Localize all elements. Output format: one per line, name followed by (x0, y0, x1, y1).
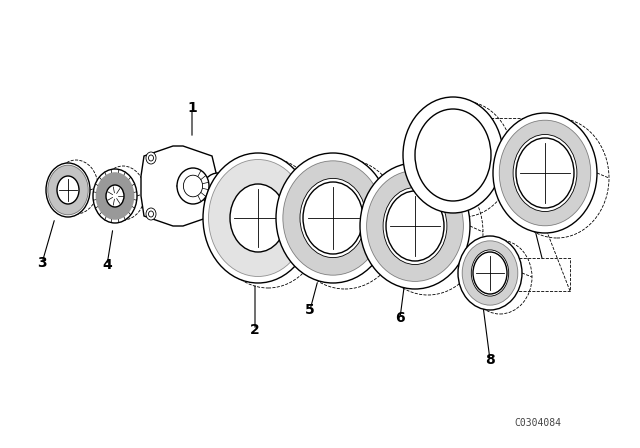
Text: 6: 6 (395, 311, 405, 325)
Text: 3: 3 (37, 256, 47, 270)
Text: 8: 8 (485, 353, 495, 367)
Ellipse shape (513, 134, 577, 211)
Text: 2: 2 (250, 323, 260, 337)
Ellipse shape (415, 109, 491, 201)
Ellipse shape (471, 250, 509, 296)
Ellipse shape (209, 159, 307, 276)
Ellipse shape (48, 165, 88, 215)
Text: 7: 7 (540, 263, 550, 277)
Text: 1: 1 (187, 101, 197, 115)
Ellipse shape (403, 97, 503, 213)
Ellipse shape (383, 188, 447, 264)
Text: C0304084: C0304084 (514, 418, 561, 428)
Ellipse shape (300, 178, 366, 258)
Ellipse shape (462, 241, 518, 305)
Ellipse shape (106, 185, 124, 207)
Polygon shape (470, 258, 570, 291)
Ellipse shape (499, 120, 591, 226)
Ellipse shape (367, 171, 463, 281)
Ellipse shape (46, 163, 90, 217)
Ellipse shape (386, 191, 444, 261)
Text: 9: 9 (435, 179, 445, 193)
Ellipse shape (177, 168, 209, 204)
Polygon shape (141, 146, 218, 226)
Ellipse shape (93, 169, 137, 223)
Ellipse shape (360, 163, 470, 289)
Ellipse shape (95, 172, 134, 220)
Ellipse shape (493, 113, 597, 233)
Text: 4: 4 (102, 258, 112, 272)
Ellipse shape (200, 180, 210, 192)
Ellipse shape (146, 152, 156, 164)
Polygon shape (420, 118, 530, 188)
Ellipse shape (57, 176, 79, 204)
Ellipse shape (458, 236, 522, 310)
Ellipse shape (283, 161, 383, 275)
Ellipse shape (276, 153, 390, 283)
Ellipse shape (303, 182, 363, 254)
Ellipse shape (473, 252, 507, 294)
Text: 5: 5 (305, 303, 315, 317)
Ellipse shape (202, 173, 234, 209)
Ellipse shape (146, 208, 156, 220)
Ellipse shape (203, 153, 313, 283)
Ellipse shape (230, 184, 286, 252)
Ellipse shape (516, 138, 574, 208)
